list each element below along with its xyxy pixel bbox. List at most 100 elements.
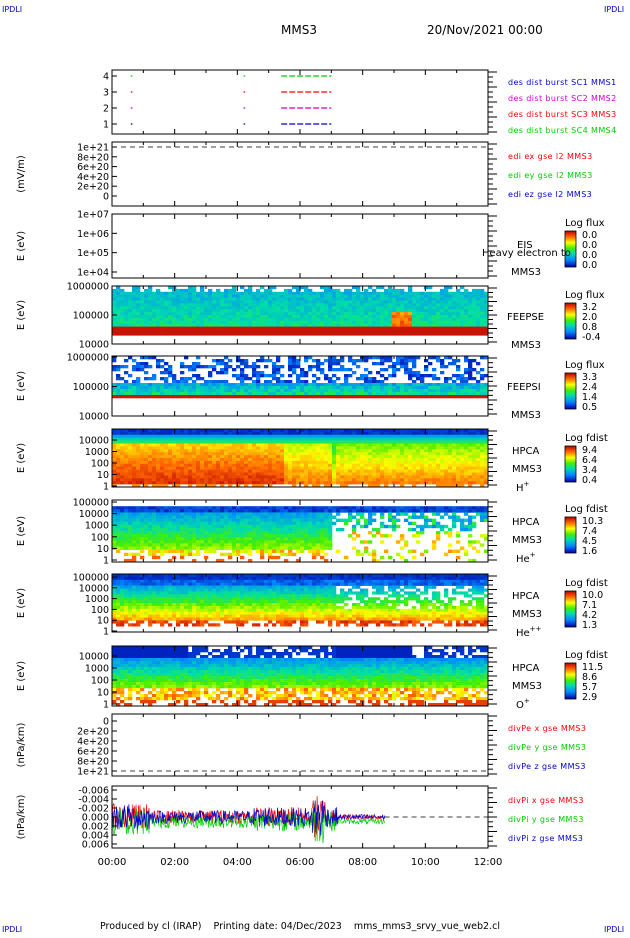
heatmap-cell bbox=[300, 438, 304, 441]
heatmap-cell bbox=[116, 537, 120, 540]
heatmap-cell bbox=[440, 455, 444, 458]
colorbar-tick-label: 0.4 bbox=[582, 475, 597, 486]
heatmap-cell bbox=[124, 461, 128, 464]
heatmap-cell bbox=[272, 318, 276, 321]
heatmap-cell bbox=[200, 441, 204, 444]
heatmap-cell bbox=[400, 464, 404, 467]
heatmap-cell bbox=[440, 452, 444, 455]
heatmap-cell bbox=[292, 303, 296, 306]
heatmap-cell bbox=[368, 309, 372, 312]
heatmap-cell bbox=[244, 461, 248, 464]
heatmap-cell bbox=[352, 298, 356, 301]
heatmap-cell bbox=[216, 324, 220, 327]
heatmap-cell bbox=[260, 446, 264, 449]
heatmap-cell bbox=[188, 289, 192, 292]
heatmap-cell bbox=[208, 309, 212, 312]
heatmap-cell bbox=[428, 301, 432, 304]
heatmap-cell bbox=[452, 383, 456, 386]
heatmap-cell bbox=[464, 386, 468, 389]
heatmap-cell bbox=[476, 464, 480, 467]
heatmap-cell bbox=[280, 446, 284, 449]
heatmap-cell bbox=[440, 318, 444, 321]
heatmap-cell bbox=[136, 470, 140, 473]
heatmap-cell bbox=[144, 461, 148, 464]
heatmap-cell bbox=[264, 374, 268, 377]
heatmap-cell bbox=[212, 312, 216, 315]
heatmap-cell bbox=[300, 386, 304, 389]
heatmap-cell bbox=[132, 553, 136, 556]
heatmap-cell bbox=[328, 444, 332, 447]
heatmap-cell bbox=[196, 306, 200, 309]
heatmap-cell bbox=[256, 473, 260, 476]
heatmap-cell bbox=[420, 473, 424, 476]
heatmap-cell bbox=[464, 295, 468, 298]
heatmap-cell bbox=[120, 389, 124, 392]
heatmap-cell bbox=[288, 318, 292, 321]
heatmap-cell bbox=[152, 309, 156, 312]
heatmap-cell bbox=[184, 444, 188, 447]
heatmap-cell bbox=[368, 383, 372, 386]
heatmap-cell bbox=[192, 435, 196, 438]
heatmap-cell bbox=[168, 395, 172, 398]
heatmap-cell bbox=[468, 309, 472, 312]
heatmap-cell bbox=[332, 475, 336, 478]
heatmap-cell bbox=[460, 444, 464, 447]
heatmap-cell bbox=[296, 377, 300, 380]
heatmap-cell bbox=[324, 301, 328, 304]
heatmap-cell bbox=[344, 452, 348, 455]
heatmap-cell bbox=[400, 461, 404, 464]
heatmap-cell bbox=[368, 446, 372, 449]
heatmap-cell bbox=[248, 441, 252, 444]
heatmap-cell bbox=[120, 298, 124, 301]
heatmap-cell bbox=[224, 298, 228, 301]
heatmap-cell bbox=[464, 449, 468, 452]
heatmap-cell bbox=[392, 470, 396, 473]
heatmap-cell bbox=[164, 543, 168, 546]
heatmap-cell bbox=[384, 327, 388, 330]
heatmap-cell bbox=[476, 318, 480, 321]
heatmap-cell bbox=[380, 449, 384, 452]
heatmap-cell bbox=[472, 312, 476, 315]
heatmap-cell bbox=[396, 395, 400, 398]
heatmap-cell bbox=[404, 324, 408, 327]
heatmap-cell bbox=[248, 444, 252, 447]
heatmap-cell bbox=[120, 478, 124, 481]
heatmap-cell bbox=[468, 475, 472, 478]
heatmap-cell bbox=[468, 461, 472, 464]
heatmap-cell bbox=[248, 321, 252, 324]
heatmap-cell bbox=[400, 365, 404, 368]
heatmap-cell bbox=[432, 321, 436, 324]
heatmap-cell bbox=[256, 386, 260, 389]
heatmap-cell bbox=[180, 522, 184, 525]
heatmap-cell bbox=[420, 461, 424, 464]
heatmap-cell bbox=[192, 512, 196, 515]
heatmap-cell bbox=[292, 386, 296, 389]
heatmap-cell bbox=[156, 327, 160, 330]
heatmap-cell bbox=[260, 386, 264, 389]
heatmap-cell bbox=[224, 301, 228, 304]
heatmap-cell bbox=[168, 455, 172, 458]
heatmap-cell bbox=[172, 519, 176, 522]
heatmap-cell bbox=[276, 395, 280, 398]
heatmap-cell bbox=[224, 395, 228, 398]
heatmap-cell bbox=[320, 386, 324, 389]
heatmap-cell bbox=[428, 432, 432, 435]
heatmap-cell bbox=[452, 389, 456, 392]
heatmap-cell bbox=[304, 386, 308, 389]
heatmap-cell bbox=[440, 470, 444, 473]
heatmap-cell bbox=[124, 547, 128, 550]
heatmap-cell bbox=[332, 461, 336, 464]
heatmap-cell bbox=[404, 298, 408, 301]
heatmap-cell bbox=[372, 306, 376, 309]
heatmap-cell bbox=[144, 444, 148, 447]
heatmap-cell bbox=[164, 324, 168, 327]
heatmap-cell bbox=[216, 464, 220, 467]
heatmap-cell bbox=[448, 386, 452, 389]
heatmap-cell bbox=[448, 292, 452, 295]
heatmap-cell bbox=[392, 452, 396, 455]
heatmap-cell bbox=[340, 386, 344, 389]
heatmap-cell bbox=[192, 374, 196, 377]
heatmap-cell bbox=[128, 312, 132, 315]
heatmap-cell bbox=[372, 435, 376, 438]
